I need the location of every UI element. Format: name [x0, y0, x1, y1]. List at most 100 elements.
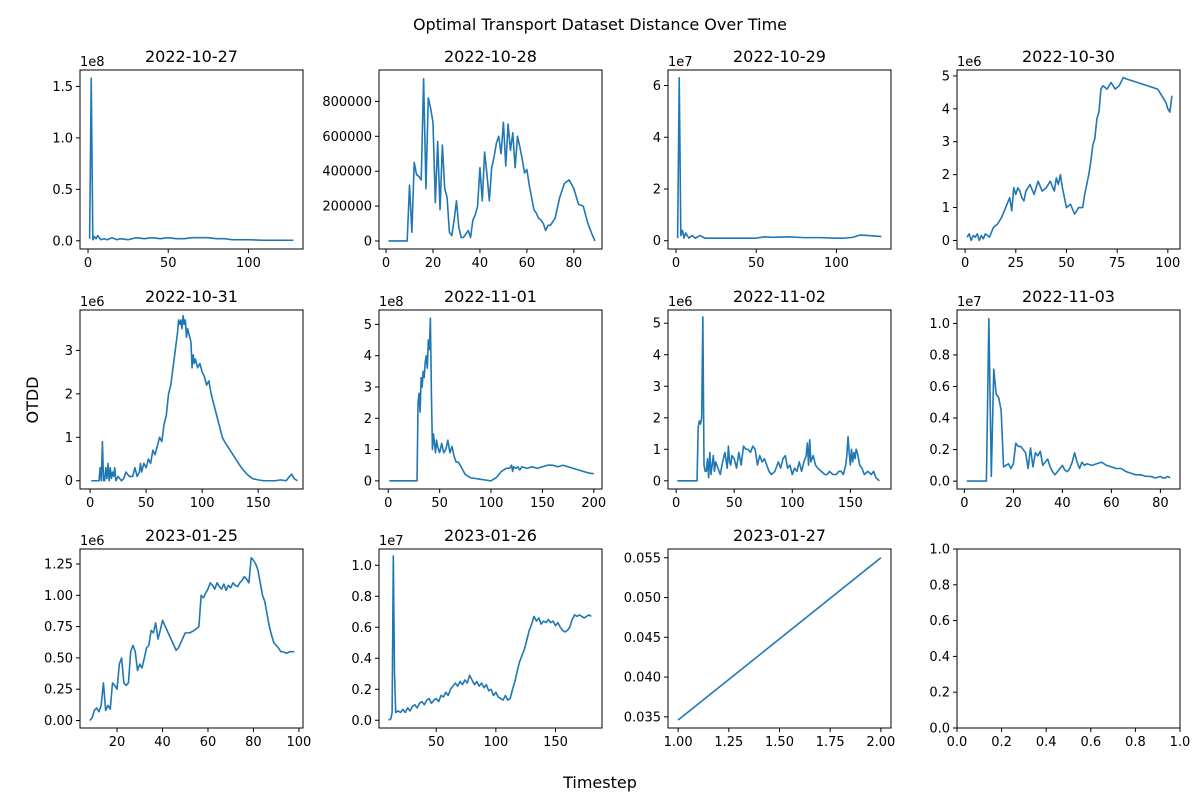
series-line: [388, 555, 592, 721]
series-line: [966, 317, 1171, 482]
x-tick-label: 60: [200, 735, 217, 750]
y-tick-label: 2: [653, 182, 661, 197]
x-tick-label: 0: [672, 496, 680, 511]
figure-xlabel: Timestep: [562, 773, 637, 792]
x-tick-label: 80: [566, 256, 583, 271]
y-tick-label: 3: [653, 380, 661, 395]
x-tick-label: 1.0: [1170, 735, 1191, 750]
x-tick-label: 100: [190, 496, 215, 511]
y-tick-label: 1: [653, 443, 661, 458]
x-tick-label: 0.0: [947, 735, 968, 750]
series-line: [89, 556, 295, 722]
series-line: [676, 76, 882, 239]
y-tick-label: 5: [364, 318, 372, 333]
subplot-title: 2023-01-27: [733, 526, 826, 545]
y-tick-label: 0.0: [351, 714, 372, 729]
y-tick-label: 0.2: [929, 686, 950, 701]
y-offset-label: 1e7: [379, 534, 404, 549]
y-tick-label: 0.50: [44, 651, 73, 666]
y-tick-label: 1.0: [929, 317, 950, 332]
x-tick-label: 40: [1054, 496, 1071, 511]
subplot-8: 0 20 40 60 80 0.0 0.2 0.4 0.6 0.8 1.0 2022-11-03 1e7: [929, 287, 1181, 511]
y-offset-label: 1e6: [80, 534, 105, 549]
series-line: [88, 77, 294, 242]
y-tick-label: 6: [653, 79, 661, 94]
x-tick-label: 1.00: [664, 735, 693, 750]
x-tick-label: 20: [1005, 496, 1022, 511]
axes-frame: [378, 548, 603, 729]
x-tick-label: 80: [1152, 496, 1169, 511]
y-tick-label: 0.6: [929, 614, 950, 629]
axes-frame: [378, 309, 603, 490]
series-line: [388, 77, 596, 242]
y-tick-label: 2: [653, 411, 661, 426]
y-tick-label: 1.25: [44, 558, 73, 573]
subplot-title: 2023-01-25: [145, 526, 238, 545]
y-tick-label: 4: [364, 349, 372, 364]
y-offset-label: 1e8: [379, 295, 404, 310]
y-tick-label: 0.5: [52, 183, 73, 198]
x-tick-label: 1.50: [765, 735, 794, 750]
x-tick-label: 0.4: [1036, 735, 1057, 750]
axes-frame: [378, 69, 603, 250]
x-tick-label: 80: [245, 735, 262, 750]
x-tick-label: 0: [960, 496, 968, 511]
y-tick-label: 1.0: [929, 543, 950, 558]
y-offset-label: 1e6: [668, 295, 693, 310]
y-tick-label: 5: [653, 317, 661, 332]
x-tick-label: 20: [425, 256, 442, 271]
x-tick-label: 100: [824, 256, 849, 271]
y-tick-label: 0: [653, 474, 661, 489]
x-tick-label: 75: [1109, 256, 1126, 271]
x-tick-label: 0: [672, 256, 680, 271]
x-tick-label: 50: [726, 496, 743, 511]
subplot-1: 0 50 100 0.0 0.5 1.0 1.5 2022-10-27 1e8: [52, 47, 304, 271]
x-tick-label: 0.2: [991, 735, 1012, 750]
y-offset-label: 1e6: [80, 295, 105, 310]
x-tick-label: 50: [431, 496, 448, 511]
y-tick-label: 0.8: [929, 348, 950, 363]
axes-frame: [79, 548, 304, 729]
y-tick-label: 0.0: [929, 722, 950, 737]
axes-frame: [79, 69, 304, 250]
figure-ylabel: OTDD: [23, 376, 42, 423]
y-tick-label: 0: [364, 474, 372, 489]
y-tick-label: 2: [364, 412, 372, 427]
x-tick-label: 100: [286, 735, 311, 750]
x-tick-label: 100: [780, 496, 805, 511]
y-tick-label: 3: [942, 135, 950, 150]
y-tick-label: 0: [364, 234, 372, 249]
subplot-title: 2022-10-27: [145, 47, 238, 66]
subplot-title: 2023-01-26: [444, 526, 537, 545]
y-tick-label: 0.035: [624, 710, 661, 725]
axes-frame: [667, 309, 892, 490]
x-tick-label: 0: [86, 496, 94, 511]
x-tick-label: 0: [961, 256, 969, 271]
y-tick-label: 5: [942, 69, 950, 84]
x-tick-label: 20: [109, 735, 126, 750]
x-tick-label: 0.6: [1080, 735, 1101, 750]
axes-frame: [956, 548, 1181, 729]
y-tick-label: 0.8: [351, 590, 372, 605]
x-tick-label: 1.75: [816, 735, 845, 750]
y-tick-label: 0.0: [929, 475, 950, 490]
x-tick-label: 100: [483, 735, 508, 750]
y-tick-label: 600000: [322, 130, 372, 145]
y-tick-label: 1: [65, 431, 73, 446]
x-tick-label: 50: [428, 735, 445, 750]
subplot-6: 0 50 100 150 200 0 1 2 3 4 5 2022-11-01 1e8: [364, 287, 606, 511]
series-line: [966, 76, 1173, 242]
y-tick-label: 0.4: [929, 650, 950, 665]
axes-frame: [956, 69, 1181, 250]
y-tick-label: 3: [65, 344, 73, 359]
x-tick-label: 50: [160, 256, 177, 271]
y-tick-label: 1.0: [52, 131, 73, 146]
y-tick-label: 0.8: [929, 578, 950, 593]
series-line: [91, 314, 298, 482]
y-tick-label: 4: [942, 102, 950, 117]
y-offset-label: 1e7: [957, 295, 982, 310]
y-tick-label: 2: [65, 387, 73, 402]
x-tick-label: 60: [1103, 496, 1120, 511]
